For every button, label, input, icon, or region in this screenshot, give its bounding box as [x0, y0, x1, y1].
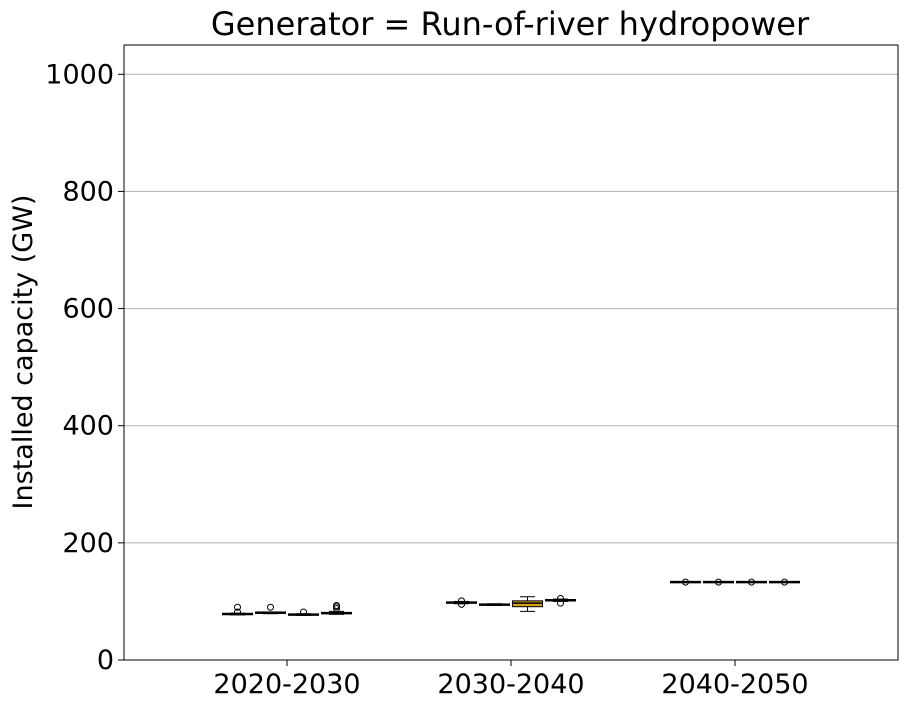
outlier-point	[333, 602, 340, 610]
outlier-point	[234, 603, 241, 611]
y-axis-label: Installed capacity (GW)	[8, 195, 39, 510]
x-tick-label: 2040-2050	[661, 669, 808, 700]
box-2040-2050	[703, 578, 734, 586]
grid-lines	[124, 73, 898, 544]
y-tick-label: 800	[62, 176, 114, 207]
outlier-point	[458, 597, 465, 605]
outlier-point	[234, 608, 241, 616]
chart-title: Generator = Run-of-river hydropower	[211, 5, 810, 43]
x-tick-label: 2020-2030	[213, 669, 360, 700]
outlier-point	[557, 595, 564, 602]
boxplot-series	[222, 578, 800, 616]
box-2020-2030	[288, 608, 319, 616]
box-2040-2050	[769, 578, 800, 586]
box-2040-2050	[670, 578, 701, 586]
outlier-point	[267, 603, 274, 611]
y-tick-label: 400	[62, 411, 114, 442]
outlier-point	[458, 600, 465, 608]
box-2020-2030	[321, 602, 352, 615]
outlier-point	[715, 578, 722, 586]
y-tick-label: 1000	[45, 59, 114, 90]
series-1	[222, 578, 701, 616]
outlier-point	[557, 599, 564, 607]
x-tick-label: 2030-2040	[437, 669, 584, 700]
box-2020-2030	[222, 603, 253, 616]
box-2020-2030	[255, 603, 286, 615]
outlier-point	[300, 608, 307, 616]
axes: 0 200 400 600 800 1000 2020-2030 2030-2040 2040-…	[45, 44, 899, 700]
outlier-point	[748, 578, 755, 586]
box-2040-2050	[736, 578, 767, 586]
y-tick-label: 600	[62, 294, 114, 325]
plot-frame	[123, 44, 899, 661]
series-4	[321, 578, 800, 615]
outlier-point	[682, 578, 689, 586]
box-2030-2040	[479, 603, 510, 607]
series-3	[288, 578, 767, 616]
outlier-point	[781, 578, 788, 586]
box-2030-2040	[446, 597, 477, 608]
box-2030-2040	[512, 596, 543, 612]
series-2	[255, 578, 734, 615]
box-2030-2040	[545, 595, 576, 607]
y-tick-label: 200	[62, 528, 114, 559]
y-tick-label: 0	[97, 645, 114, 676]
